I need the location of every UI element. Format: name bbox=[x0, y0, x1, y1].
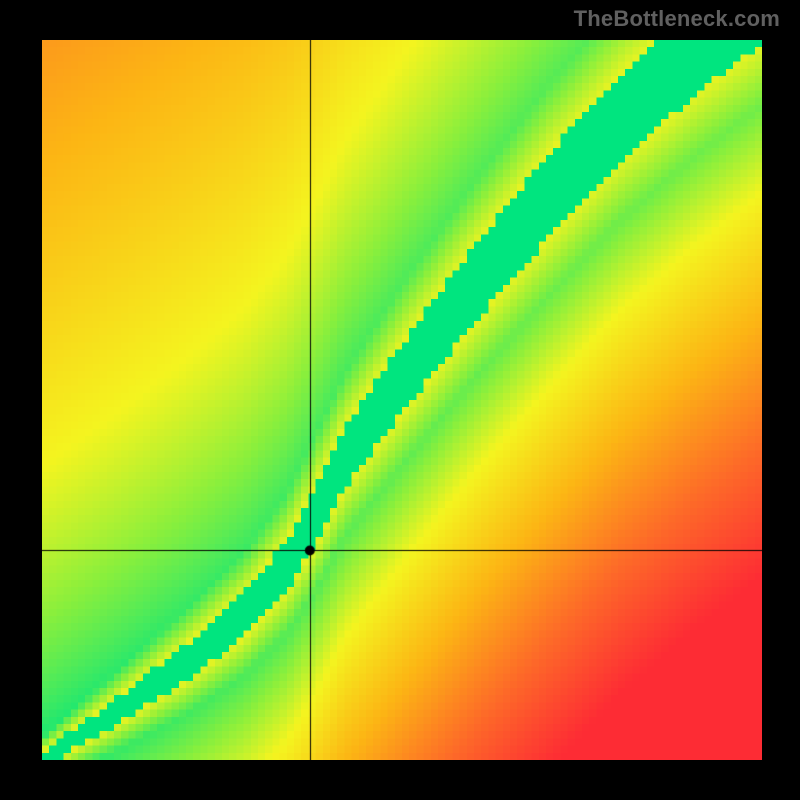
crosshair-overlay[interactable] bbox=[42, 40, 762, 760]
chart-container: { "watermark": { "text": "TheBottleneck.… bbox=[0, 0, 800, 800]
watermark-text: TheBottleneck.com bbox=[574, 6, 780, 32]
